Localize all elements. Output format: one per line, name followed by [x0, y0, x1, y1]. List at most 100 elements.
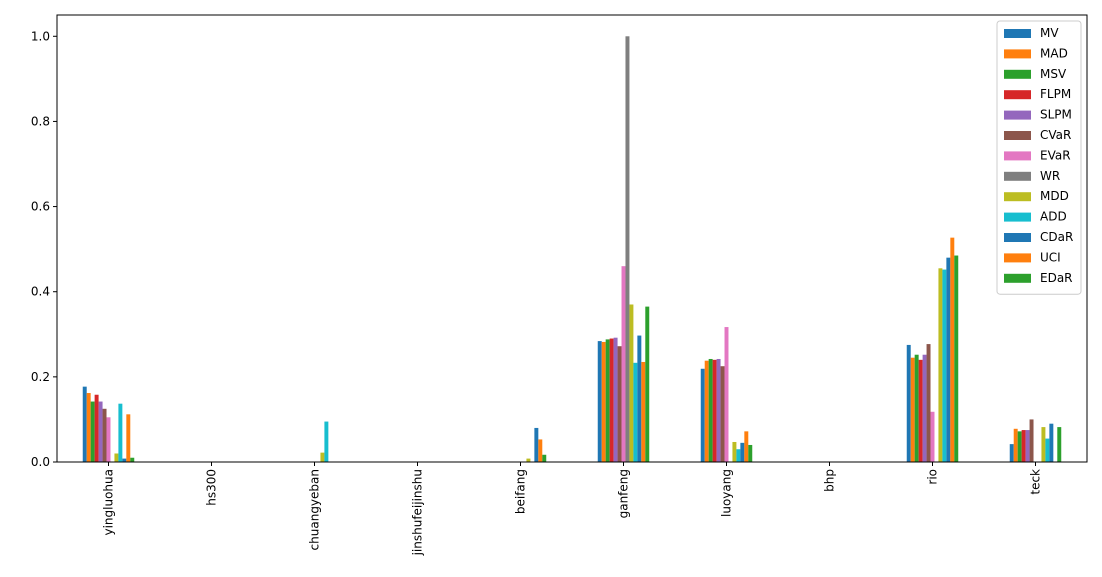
bar-cvar-ganfeng [617, 346, 622, 462]
bar-evar-yingluohua [106, 417, 111, 462]
bar-cvar-luoyang [720, 366, 725, 462]
bar-mdd-rio [938, 268, 943, 462]
bar-add-chuangyeban [324, 421, 329, 462]
bar-mdd-chuangyeban [320, 452, 325, 462]
legend-swatch-msv [1004, 69, 1031, 79]
bar-edar-yingluohua [130, 457, 135, 462]
legend-swatch-mad [1004, 49, 1031, 59]
x-tick-label-beifang: beifang [514, 469, 528, 514]
y-tick-label: 1.0 [31, 29, 50, 43]
legend-swatch-mdd [1004, 192, 1031, 202]
legend-swatch-slpm [1004, 110, 1031, 120]
bar-slpm-rio [922, 354, 927, 462]
bar-add-rio [942, 269, 947, 462]
legend-swatch-cvar [1004, 131, 1031, 140]
bars-layer [82, 36, 1062, 462]
bar-wr-ganfeng [625, 36, 630, 462]
legend-box [996, 20, 1082, 295]
bar-msv-ganfeng [605, 339, 610, 462]
bar-add-teck [1045, 438, 1050, 462]
legend-label-evar: EVaR [1040, 148, 1071, 162]
bar-cdar-yingluohua [122, 458, 127, 462]
x-tick-label-rio: rio [926, 469, 940, 485]
y-tick-label: 0.2 [31, 370, 50, 384]
bar-slpm-ganfeng [613, 337, 618, 462]
bar-cdar-beifang [534, 427, 539, 462]
bar-uci-luoyang [744, 431, 749, 462]
legend-label-cvar: CVaR [1040, 128, 1071, 142]
bar-flpm-teck [1021, 430, 1026, 462]
bar-msv-luoyang [708, 358, 713, 462]
bar-cvar-yingluohua [102, 408, 107, 462]
y-tick-label: 0.8 [31, 114, 50, 128]
legend-swatch-cdar [1004, 233, 1031, 242]
bar-add-luoyang [736, 449, 741, 462]
x-tick-label-luoyang: luoyang [720, 469, 734, 517]
y-tick-label: 0.6 [31, 200, 50, 214]
legend-label-edar: EDaR [1040, 271, 1073, 285]
y-tick-label: 0.4 [31, 285, 50, 299]
bar-edar-teck [1057, 427, 1062, 462]
bar-cdar-ganfeng [637, 335, 642, 462]
bar-mdd-ganfeng [629, 304, 634, 462]
bar-cvar-teck [1029, 419, 1034, 462]
bar-cdar-rio [946, 257, 951, 462]
bar-add-ganfeng [633, 362, 638, 462]
legend-swatch-add [1004, 212, 1031, 222]
bar-mv-teck [1009, 444, 1014, 462]
y-tick-label: 0.0 [31, 455, 50, 469]
bar-edar-beifang [542, 454, 547, 462]
y-axis: 0.0 0.2 0.4 0.6 0.8 1.0 [31, 29, 57, 469]
legend: MV MAD MSV FLPM SLPM CVaR EVaR WR MDD ADD CDaR UCI E… [996, 20, 1082, 295]
legend-label-mad: MAD [1040, 46, 1068, 60]
bar-slpm-luoyang [716, 358, 721, 462]
bar-mv-luoyang [700, 368, 705, 462]
bar-uci-yingluohua [126, 414, 131, 462]
bar-flpm-yingluohua [94, 394, 99, 462]
bar-mdd-beifang [526, 458, 531, 462]
legend-swatch-wr [1004, 171, 1031, 181]
legend-label-mv: MV [1040, 26, 1059, 40]
bar-flpm-luoyang [712, 359, 717, 462]
plot-frame [56, 14, 1088, 463]
x-tick-label-chuangyeban: chuangyeban [308, 469, 322, 550]
bar-mad-teck [1013, 428, 1018, 462]
bar-mad-rio [910, 357, 915, 462]
bar-cdar-teck [1049, 423, 1054, 462]
bar-evar-luoyang [724, 327, 729, 462]
bar-mdd-teck [1041, 427, 1046, 462]
legend-label-slpm: SLPM [1040, 108, 1072, 122]
x-tick-label-ganfeng: ganfeng [617, 469, 631, 518]
bar-msv-teck [1017, 431, 1022, 462]
bar-uci-beifang [538, 439, 543, 462]
bar-flpm-rio [918, 359, 923, 462]
legend-label-mdd: MDD [1040, 189, 1069, 203]
legend-label-wr: WR [1040, 169, 1060, 183]
x-tick-label-yingluohua: yingluohua [102, 469, 116, 536]
legend-swatch-evar [1004, 151, 1031, 161]
bar-slpm-teck [1025, 430, 1030, 462]
bar-mad-luoyang [704, 360, 709, 462]
legend-label-msv: MSV [1040, 67, 1067, 81]
bar-cvar-rio [926, 344, 931, 462]
legend-swatch-uci [1004, 253, 1031, 263]
bar-evar-rio [930, 411, 935, 462]
x-tick-label-teck: teck [1029, 469, 1043, 495]
bar-mad-ganfeng [601, 341, 606, 462]
legend-label-flpm: FLPM [1040, 87, 1071, 101]
bar-mv-yingluohua [82, 386, 87, 462]
bar-uci-rio [950, 237, 955, 462]
legend-swatch-mv [1004, 29, 1031, 38]
bar-uci-ganfeng [641, 361, 646, 462]
bar-flpm-ganfeng [609, 338, 614, 462]
x-tick-label-bhp: bhp [823, 469, 837, 492]
bar-evar-ganfeng [621, 266, 626, 462]
bar-add-yingluohua [118, 403, 123, 462]
bar-edar-ganfeng [645, 306, 650, 462]
legend-label-add: ADD [1040, 210, 1067, 224]
bar-slpm-yingluohua [98, 401, 103, 462]
bar-mv-ganfeng [597, 341, 602, 462]
bar-mdd-luoyang [732, 441, 737, 462]
legend-swatch-edar [1004, 273, 1031, 283]
